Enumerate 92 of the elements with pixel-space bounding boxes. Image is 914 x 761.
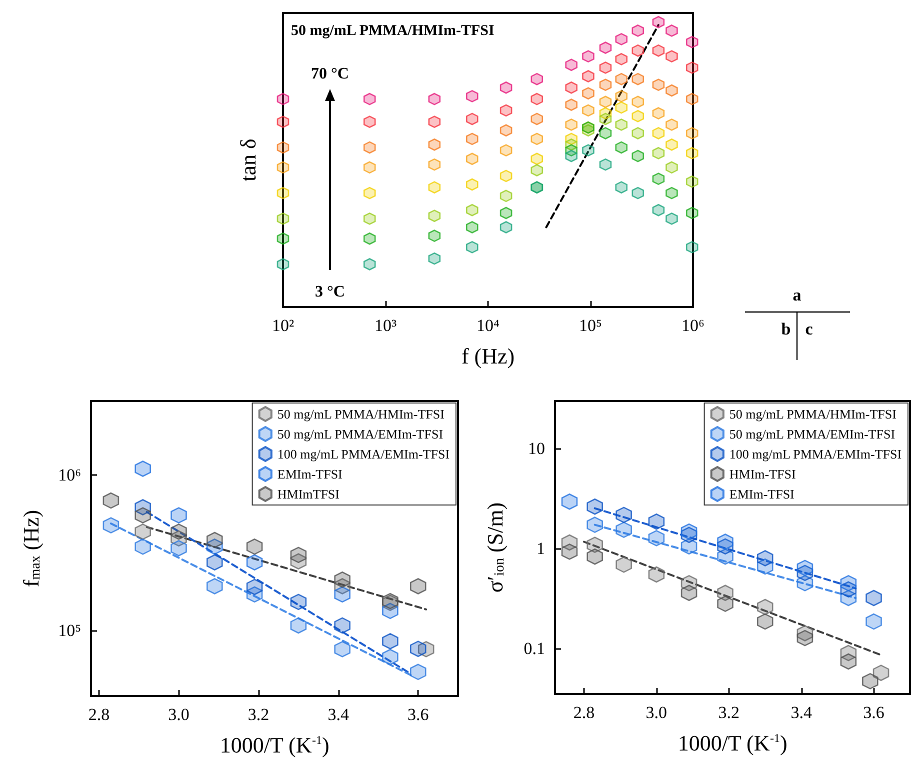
point	[756, 550, 774, 566]
point	[206, 554, 223, 571]
point	[134, 538, 152, 555]
x-tick-label: 3.4	[790, 703, 812, 722]
x-tick-label: 3.0	[168, 705, 190, 724]
point	[586, 548, 603, 565]
point	[334, 571, 350, 588]
x-tick-label: 3.4	[328, 705, 350, 724]
point	[246, 578, 263, 596]
point	[334, 586, 350, 603]
text: a	[792, 286, 802, 304]
legend-label: 100 mg/mL PMMA/EMIm-TFSI	[729, 446, 902, 462]
text: c	[805, 320, 814, 338]
point	[796, 630, 814, 646]
point	[648, 530, 665, 546]
point	[170, 524, 187, 540]
legend-label: EMIm-TFSI	[277, 466, 342, 482]
x-tick-label: 3.2	[248, 705, 270, 724]
point	[680, 523, 698, 540]
legend-label: 50 mg/mL PMMA/EMIm-TFSI	[277, 426, 444, 442]
point	[334, 641, 350, 658]
point	[680, 584, 698, 602]
point	[134, 524, 152, 540]
point	[872, 664, 890, 681]
point	[717, 596, 734, 612]
point	[616, 556, 632, 573]
x-tick-label: 10³	[374, 316, 397, 335]
point	[206, 578, 223, 594]
point	[382, 648, 398, 666]
x-tick-label: 10⁶	[682, 316, 705, 335]
point	[586, 516, 603, 533]
point	[290, 617, 307, 634]
point	[862, 673, 878, 690]
x-tick-label: 10⁴	[476, 316, 500, 335]
point	[648, 566, 665, 583]
legend-label: HMImTFSI	[277, 486, 340, 502]
point	[616, 522, 632, 538]
x-tick-label: 10²	[272, 316, 294, 335]
x-axis-title: f (Hz)	[461, 344, 515, 368]
x-tick-label: 3.2	[718, 703, 740, 722]
point	[866, 590, 882, 606]
point	[134, 460, 152, 477]
y-tick-label: 1	[536, 539, 545, 558]
x-tick-label: 2.8	[88, 705, 110, 724]
point	[102, 517, 120, 534]
point	[206, 532, 223, 548]
point	[382, 633, 398, 650]
text: b	[781, 320, 791, 338]
point	[102, 492, 120, 509]
legend-label: 50 mg/mL PMMA/HMIm-TFSI	[729, 406, 896, 422]
y-tick-label: 0.1	[524, 638, 545, 658]
annotation: 50 mg/mL PMMA/HMIm-TFSI	[291, 23, 494, 39]
point	[796, 560, 814, 576]
legend-label: 50 mg/mL PMMA/EMIm-TFSI	[729, 426, 896, 442]
point	[866, 613, 882, 630]
point	[756, 598, 774, 616]
point	[290, 594, 307, 610]
point	[410, 664, 426, 680]
legend-label: HMIm-TFSI	[729, 466, 796, 482]
x-tick-label: 3.6	[407, 705, 429, 724]
point	[561, 544, 578, 560]
x-tick-label: 2.8	[573, 703, 595, 722]
point	[586, 498, 603, 515]
point	[334, 617, 350, 634]
point	[170, 540, 187, 556]
point	[290, 546, 307, 564]
annotation: 70 °C	[311, 66, 349, 82]
point	[840, 575, 857, 592]
point	[170, 507, 187, 524]
y-tick-label: 10	[528, 439, 545, 458]
point	[840, 653, 857, 670]
point	[586, 536, 603, 553]
point	[134, 507, 152, 524]
legend-label: 50 mg/mL PMMA/HMIm-TFSI	[277, 406, 444, 422]
point	[648, 513, 665, 530]
point	[246, 538, 263, 555]
point	[616, 506, 632, 524]
x-tick-label: 3.0	[646, 703, 668, 722]
x-tick-label: 3.6	[863, 703, 884, 722]
y-axis-title: fmax (Hz)	[18, 510, 44, 588]
point	[561, 493, 578, 510]
y-axis-title: σ′ion (S/m)	[482, 502, 508, 593]
y-axis-title: tan δ	[236, 138, 260, 182]
legend-label: 100 mg/mL PMMA/EMIm-TFSI	[277, 446, 450, 462]
point	[410, 640, 426, 657]
legend-label: EMIm-TFSI	[729, 486, 794, 502]
x-tick-label: 10⁵	[579, 316, 602, 335]
point	[410, 578, 426, 594]
annotation: 3 °C	[315, 284, 345, 300]
point	[246, 554, 263, 571]
point	[756, 613, 774, 630]
point	[717, 534, 734, 550]
